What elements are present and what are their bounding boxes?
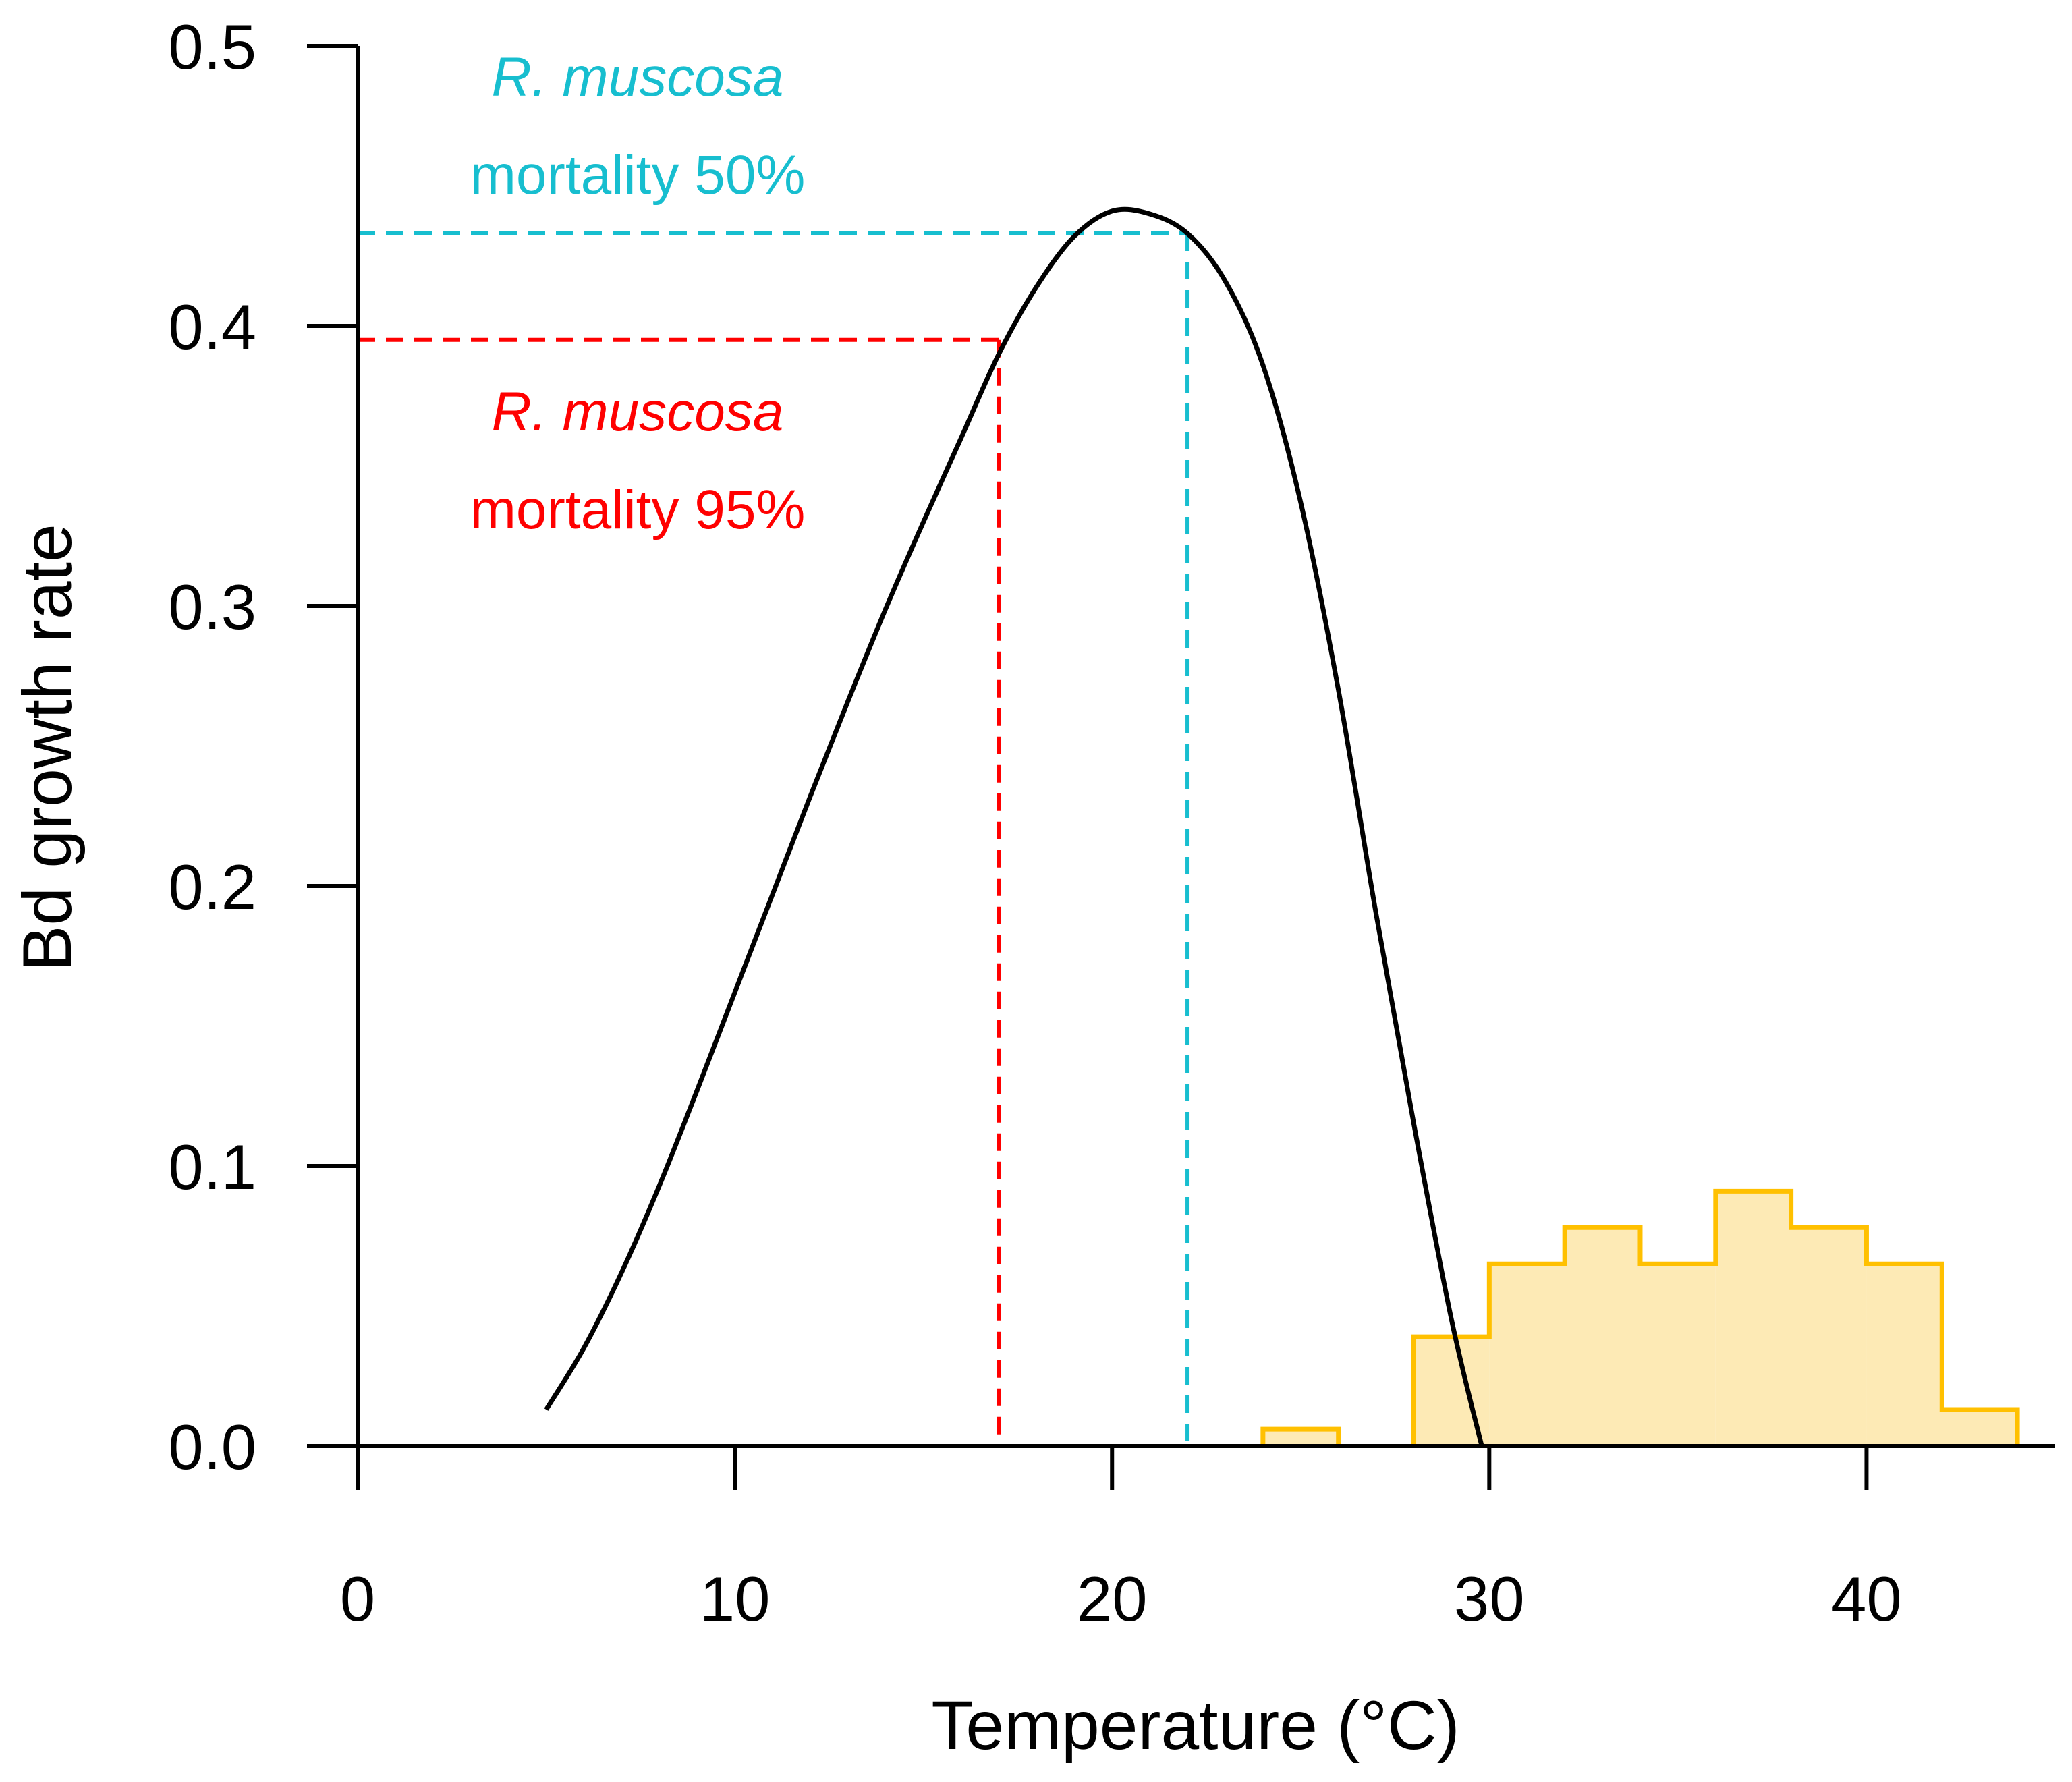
y-ticks: 0.0 0.1 0.2 0.3 0.4 0.5 [168,11,358,1482]
x-tick-label-30: 30 [1454,1563,1525,1634]
annotation-mortality-50: R. muscosa mortality 50% [470,47,806,206]
y-axis-title: Bd growth rate [9,524,86,971]
y-tick-label-0.5: 0.5 [168,11,256,82]
histogram-bin-7 [1791,1227,1867,1446]
annotation-50-text: mortality 50% [470,144,806,206]
growth-curve-group [544,206,1484,1447]
histogram-bin-6 [1715,1191,1791,1446]
x-tick-label-40: 40 [1831,1563,1902,1634]
x-tick-label-0: 0 [340,1563,375,1634]
histogram-bin-0 [1262,1429,1339,1446]
histogram-bin-4 [1565,1227,1640,1446]
y-tick-label-0.2: 0.2 [168,852,256,922]
histogram-bin-8 [1866,1264,1942,1446]
histogram-bin-5 [1640,1264,1716,1446]
annotation-50-species: R. muscosa [492,47,784,108]
x-axis-title: Temperature (°C) [931,1687,1459,1764]
annotation-95-species: R. muscosa [492,381,784,443]
annotation-95-text: mortality 95% [470,479,806,540]
reference-lines [358,231,1190,1446]
x-ticks: 0 10 20 30 40 [340,1446,1902,1634]
histogram [1260,1188,2020,1446]
y-tick-label-0.1: 0.1 [168,1132,256,1202]
y-tick-label-0.3: 0.3 [168,572,256,642]
histogram-outline [1260,1188,2020,1446]
x-tick-label-20: 20 [1077,1563,1148,1634]
growth-curve [544,206,1484,1447]
histogram-bin-9 [1942,1410,2018,1446]
y-tick-label-0.4: 0.4 [168,291,256,362]
annotation-mortality-95: R. muscosa mortality 95% [470,381,806,540]
histogram-bin-3 [1489,1264,1565,1446]
axes [307,46,2055,1448]
x-tick-label-10: 10 [700,1563,771,1634]
y-tick-label-0.0: 0.0 [168,1412,256,1482]
